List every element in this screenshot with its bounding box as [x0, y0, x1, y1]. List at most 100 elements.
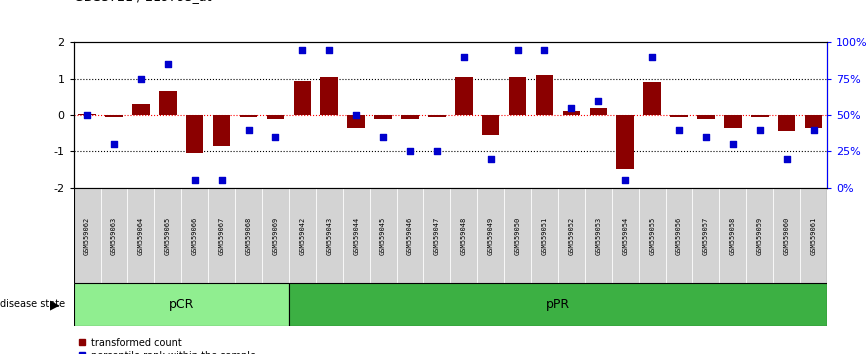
Point — [753, 127, 766, 132]
Point — [295, 47, 309, 53]
Bar — [213, 115, 230, 146]
Point — [188, 178, 202, 183]
Text: GSM559066: GSM559066 — [191, 216, 197, 255]
Text: ▶: ▶ — [50, 298, 60, 311]
Point — [457, 54, 471, 60]
Bar — [450, 188, 477, 283]
Bar — [267, 115, 284, 119]
Point — [538, 47, 552, 53]
Text: GSM559048: GSM559048 — [461, 216, 467, 255]
Point — [215, 178, 229, 183]
Text: GSM559057: GSM559057 — [703, 216, 709, 255]
Text: GSM559060: GSM559060 — [784, 216, 790, 255]
Text: disease state: disease state — [0, 299, 68, 309]
Bar — [666, 188, 693, 283]
Bar — [78, 114, 96, 115]
Bar — [423, 188, 450, 283]
Text: GSM559058: GSM559058 — [730, 216, 736, 255]
Bar — [159, 91, 177, 115]
Bar — [531, 188, 558, 283]
Point — [81, 112, 94, 118]
Text: GSM559068: GSM559068 — [246, 216, 251, 255]
Text: GSM559069: GSM559069 — [273, 216, 278, 255]
Bar — [235, 188, 262, 283]
Point — [403, 149, 417, 154]
Point — [268, 134, 282, 140]
Bar — [697, 115, 714, 119]
Text: GSM559047: GSM559047 — [434, 216, 440, 255]
Text: GSM559044: GSM559044 — [353, 216, 359, 255]
Text: GSM559056: GSM559056 — [676, 216, 682, 255]
Text: GSM559053: GSM559053 — [595, 216, 601, 255]
Bar — [590, 108, 607, 115]
Text: GDS3721 / 219793_at: GDS3721 / 219793_at — [74, 0, 211, 3]
Text: GSM559045: GSM559045 — [380, 216, 386, 255]
Bar — [132, 104, 150, 115]
Bar — [643, 82, 661, 115]
Bar — [504, 188, 531, 283]
Text: GSM559046: GSM559046 — [407, 216, 413, 255]
Text: GSM559043: GSM559043 — [326, 216, 333, 255]
Bar — [778, 115, 795, 131]
Point — [645, 54, 659, 60]
Text: GSM559052: GSM559052 — [568, 216, 574, 255]
Bar — [74, 283, 289, 326]
Bar — [294, 81, 311, 115]
Bar — [720, 188, 746, 283]
Bar — [585, 188, 611, 283]
Bar — [208, 188, 235, 283]
Point — [779, 156, 793, 161]
Text: GSM559065: GSM559065 — [165, 216, 171, 255]
Point — [107, 141, 121, 147]
Bar — [693, 188, 720, 283]
Text: GSM559051: GSM559051 — [541, 216, 547, 255]
Bar — [563, 112, 580, 115]
Point — [134, 76, 148, 81]
Point — [511, 47, 525, 53]
Text: GSM559067: GSM559067 — [218, 216, 224, 255]
Bar — [289, 188, 316, 283]
Point — [376, 134, 390, 140]
Point — [322, 47, 336, 53]
Text: GSM559055: GSM559055 — [650, 216, 655, 255]
Bar — [186, 115, 204, 153]
Point — [484, 156, 498, 161]
Bar — [181, 188, 208, 283]
Bar — [477, 188, 504, 283]
Bar — [374, 115, 391, 119]
Bar — [240, 115, 257, 117]
Text: pPR: pPR — [546, 298, 570, 311]
Point — [699, 134, 713, 140]
Bar — [751, 115, 768, 117]
Bar — [482, 115, 500, 135]
Bar — [746, 188, 773, 283]
Text: GSM559042: GSM559042 — [300, 216, 306, 255]
Point — [618, 178, 632, 183]
Bar — [536, 75, 553, 115]
Bar — [320, 77, 338, 115]
Bar — [127, 188, 154, 283]
Bar — [154, 188, 181, 283]
Point — [430, 149, 443, 154]
Bar — [401, 115, 418, 119]
Text: GSM559064: GSM559064 — [138, 216, 144, 255]
Point — [591, 98, 605, 103]
Bar — [670, 115, 688, 117]
Text: GSM559054: GSM559054 — [623, 216, 628, 255]
Bar — [638, 188, 666, 283]
Legend: transformed count, percentile rank within the sample: transformed count, percentile rank withi… — [79, 338, 256, 354]
Bar — [347, 115, 365, 128]
Text: pCR: pCR — [169, 298, 194, 311]
Bar — [558, 188, 585, 283]
Bar — [106, 115, 123, 117]
Point — [349, 112, 363, 118]
Bar — [509, 77, 527, 115]
Point — [161, 62, 175, 67]
Text: GSM559049: GSM559049 — [488, 216, 494, 255]
Bar — [611, 188, 638, 283]
Point — [726, 141, 740, 147]
Bar — [397, 188, 423, 283]
Text: GSM559059: GSM559059 — [757, 216, 763, 255]
Text: GSM559050: GSM559050 — [514, 216, 520, 255]
Bar — [289, 283, 827, 326]
